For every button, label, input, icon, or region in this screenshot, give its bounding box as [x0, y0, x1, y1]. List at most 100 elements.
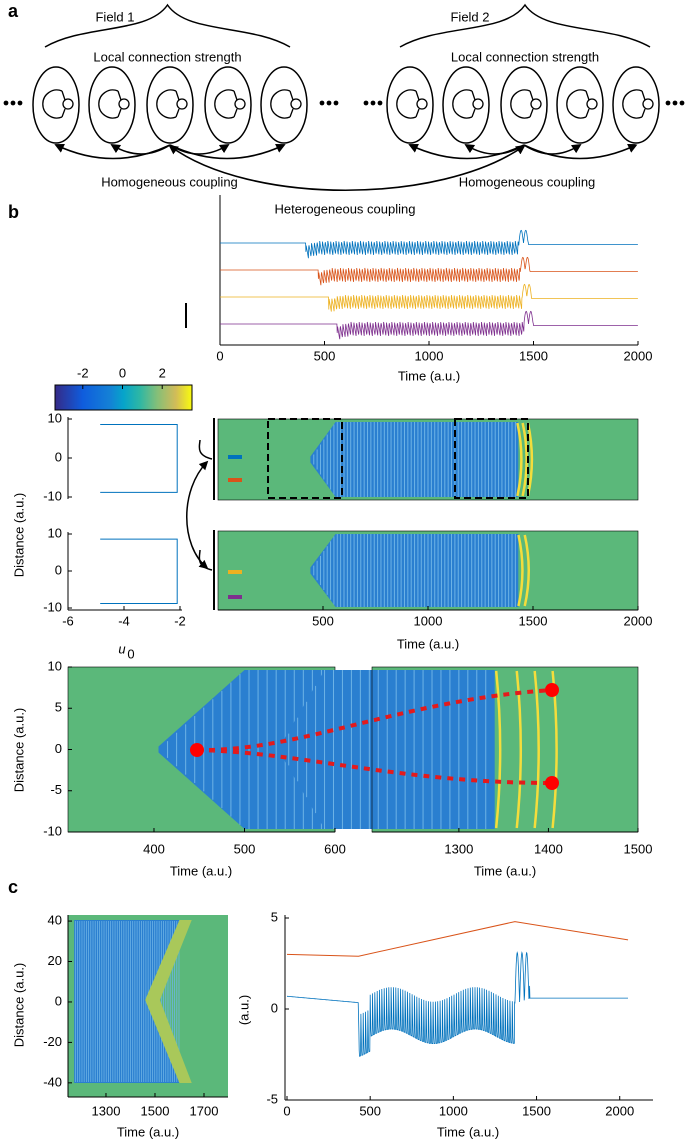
- y-tick-label: -10: [43, 599, 62, 614]
- dot: [370, 100, 376, 106]
- field-label: Field 2: [450, 9, 489, 24]
- dot: [377, 100, 383, 106]
- x-tick-label: 1500: [519, 613, 548, 628]
- cell: [612, 66, 660, 144]
- red-dot: [190, 743, 204, 757]
- heat-front: [517, 534, 524, 607]
- x-tick-label: 500: [359, 1103, 381, 1118]
- dot: [17, 100, 23, 106]
- heat-frame: [217, 418, 639, 501]
- heatmap: [217, 418, 639, 501]
- motif: [270, 89, 291, 119]
- hetero-arrow: [186, 460, 209, 570]
- x-axis-label: Time (a.u.): [117, 1124, 179, 1139]
- profile-line: [100, 538, 178, 605]
- zoom-box: [454, 418, 529, 499]
- x-tick-label: 2000: [624, 613, 653, 628]
- x-tick-label: 1500: [624, 841, 653, 856]
- x-tick-label: 1000: [439, 1103, 468, 1118]
- panel-label: b: [8, 202, 19, 222]
- motif-link: [529, 90, 534, 118]
- profile-line: [100, 423, 178, 493]
- trace: [287, 951, 628, 1057]
- trace: [220, 283, 638, 312]
- cell: [386, 66, 434, 144]
- y-tick-label: -20: [43, 1034, 62, 1049]
- motif-node: [472, 98, 484, 110]
- cell: [204, 66, 252, 144]
- y-tick-label: 0: [55, 449, 62, 464]
- bracket-arrow: [198, 439, 213, 571]
- zoom-box: [267, 418, 343, 499]
- x-tick-label: 0: [216, 348, 223, 363]
- y-tick-label: -10: [43, 488, 62, 503]
- heat-band: [145, 920, 192, 1083]
- trace-marker: [228, 478, 242, 482]
- motif: [396, 89, 417, 119]
- motif-node: [416, 98, 428, 110]
- motif-node: [530, 98, 542, 110]
- heatmap: [279, 666, 639, 833]
- motif-link: [233, 90, 238, 118]
- heatmap: [217, 530, 639, 611]
- x-axis-label: Time (a.u.): [170, 863, 232, 878]
- panel-label: c: [8, 877, 18, 897]
- cell: [556, 66, 604, 144]
- motif: [156, 89, 177, 119]
- y-tick-label: 10: [48, 658, 62, 673]
- cell: [32, 66, 80, 144]
- x-tick-label: 2000: [624, 348, 653, 363]
- motif: [566, 89, 587, 119]
- motif: [214, 89, 235, 119]
- motif: [452, 89, 473, 119]
- motif: [98, 89, 119, 119]
- brace: [44, 3, 291, 48]
- heat-front: [494, 670, 502, 829]
- panel-label: a: [8, 1, 19, 21]
- x-axis-label: Time (a.u.): [437, 1124, 499, 1139]
- x-tick-label: 1300: [444, 841, 473, 856]
- x-tick-label: 1700: [190, 1103, 219, 1118]
- x-tick-label: 600: [324, 841, 346, 856]
- y-axis-label: Distance (a.u.): [11, 708, 26, 793]
- y-axis-label: (a.u.): [236, 995, 251, 1025]
- dot: [665, 100, 671, 106]
- y-tick-label: 20: [48, 953, 62, 968]
- cell: [442, 66, 490, 144]
- red-dot: [545, 683, 559, 697]
- coupling-arrow: [523, 144, 638, 160]
- heat-front: [526, 422, 534, 497]
- x-tick-label: 1000: [414, 613, 443, 628]
- x-tick-label: -2: [174, 613, 186, 628]
- y-tick-label: 0: [55, 562, 62, 577]
- trace: [220, 256, 638, 286]
- x-tick-label: 1000: [415, 348, 444, 363]
- dot: [10, 100, 16, 106]
- motif-node: [118, 98, 130, 110]
- colorbar-tick-label: 2: [159, 365, 166, 380]
- heat-front: [533, 670, 540, 829]
- heat-front: [516, 422, 523, 497]
- y-axis-label: Distance (a.u.): [11, 493, 26, 578]
- red-dot: [545, 776, 559, 790]
- trace: [220, 229, 638, 259]
- y-tick-label: 40: [48, 913, 62, 928]
- cell: [260, 66, 308, 144]
- trace-marker: [228, 570, 242, 574]
- traces-title: Heterogeneous coupling: [275, 201, 416, 216]
- series-line: [286, 921, 629, 957]
- motif-link: [61, 90, 66, 118]
- motif-node: [642, 98, 654, 110]
- x-axis-label-sub: 0: [127, 646, 134, 661]
- y-tick-label: 5: [55, 700, 62, 715]
- cell: [500, 66, 548, 144]
- y-axis-label: Distance (a.u.): [11, 963, 26, 1048]
- motif-node: [62, 98, 74, 110]
- coupling-arrow: [54, 143, 171, 160]
- motif-link: [175, 90, 180, 118]
- heat-front: [523, 534, 530, 607]
- x-tick-label: 500: [234, 841, 256, 856]
- x-tick-label: 2000: [605, 1103, 634, 1118]
- motif-link: [585, 90, 590, 118]
